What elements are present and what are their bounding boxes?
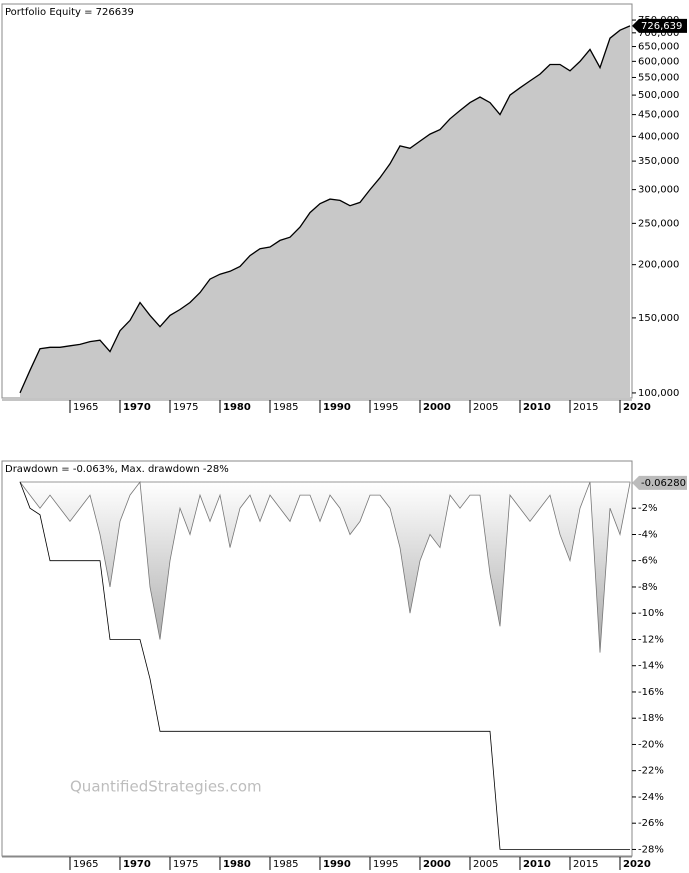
title-bg <box>3 5 243 17</box>
drawdown-area <box>19 480 631 653</box>
x-tick-label: 2000 <box>423 402 451 413</box>
max-drawdown-line <box>19 481 630 850</box>
watermark: QuantifiedStrategies.com <box>70 778 262 796</box>
y-tick-label: -24% <box>638 792 664 803</box>
x-tick-label: 2020 <box>623 859 651 870</box>
y-tick-label: 250,000 <box>638 218 679 229</box>
y-tick-label: -8% <box>638 582 657 593</box>
last-value-tag <box>632 475 687 490</box>
y-tick-label: 350,000 <box>638 156 679 167</box>
x-tick-label: 1965 <box>73 402 98 413</box>
x-tick-label: 1970 <box>123 859 151 870</box>
y-tick-label: 550,000 <box>638 72 679 83</box>
x-tick-label: 2015 <box>573 859 598 870</box>
y-tick-label: 150,000 <box>638 313 679 324</box>
equity-area <box>20 25 630 399</box>
x-tick-label: 1975 <box>173 402 198 413</box>
title-bg <box>3 462 243 474</box>
y-tick-label: 400,000 <box>638 131 679 142</box>
y-tick-label: -12% <box>638 634 664 645</box>
last-value-label: -0.06280 <box>641 478 686 489</box>
y-tick-label: -4% <box>638 529 657 540</box>
x-tick-label: 1975 <box>173 859 198 870</box>
y-tick-label: 500,000 <box>638 90 679 101</box>
x-tick-label: 2020 <box>623 402 651 413</box>
y-tick-label: -26% <box>638 818 664 829</box>
chart-title: Portfolio Equity = 726639 <box>5 7 134 18</box>
x-tick-label: 1970 <box>123 402 151 413</box>
equity-line <box>19 25 631 394</box>
x-tick-label: 2010 <box>523 859 551 870</box>
y-tick-label: -18% <box>638 713 664 724</box>
y-tick-label: -6% <box>638 556 657 567</box>
y-tick-label: -28% <box>638 844 664 855</box>
y-tick-label: 100,000 <box>638 388 679 399</box>
x-tick-label: 1985 <box>273 402 298 413</box>
y-tick-label: -20% <box>638 739 664 750</box>
last-value-tag <box>632 18 687 33</box>
x-tick-label: 2000 <box>423 859 451 870</box>
x-tick-label: 1980 <box>223 402 251 413</box>
x-tick-label: 1990 <box>323 859 351 870</box>
plot-area <box>19 480 631 850</box>
x-tick-label: 1965 <box>73 859 98 870</box>
x-tick-label: 1985 <box>273 859 298 870</box>
x-tick-label: 2010 <box>523 402 551 413</box>
x-tick-label: 1980 <box>223 859 251 870</box>
y-tick-label: -2% <box>638 503 657 514</box>
y-tick-label: -14% <box>638 661 664 672</box>
chart-title: Drawdown = -0.063%, Max. drawdown -28% <box>5 464 229 475</box>
y-tick-label: 200,000 <box>638 260 679 271</box>
y-tick-label: 600,000 <box>638 56 679 67</box>
x-tick-label: 1995 <box>373 402 398 413</box>
y-tick-label: 450,000 <box>638 110 679 121</box>
last-value-label: 726,639 <box>641 21 682 32</box>
y-tick-label: 300,000 <box>638 185 679 196</box>
y-tick-label: 650,000 <box>638 42 679 53</box>
x-tick-label: 1995 <box>373 859 398 870</box>
y-tick-label: -22% <box>638 766 664 777</box>
plot-area <box>19 25 631 399</box>
y-tick-label: 700,000 <box>638 28 679 39</box>
x-tick-label: 1990 <box>323 402 351 413</box>
x-tick-label: 2005 <box>473 859 498 870</box>
x-tick-label: 2005 <box>473 402 498 413</box>
y-tick-label: -16% <box>638 687 664 698</box>
y-tick-label: -10% <box>638 608 664 619</box>
x-tick-label: 2015 <box>573 402 598 413</box>
